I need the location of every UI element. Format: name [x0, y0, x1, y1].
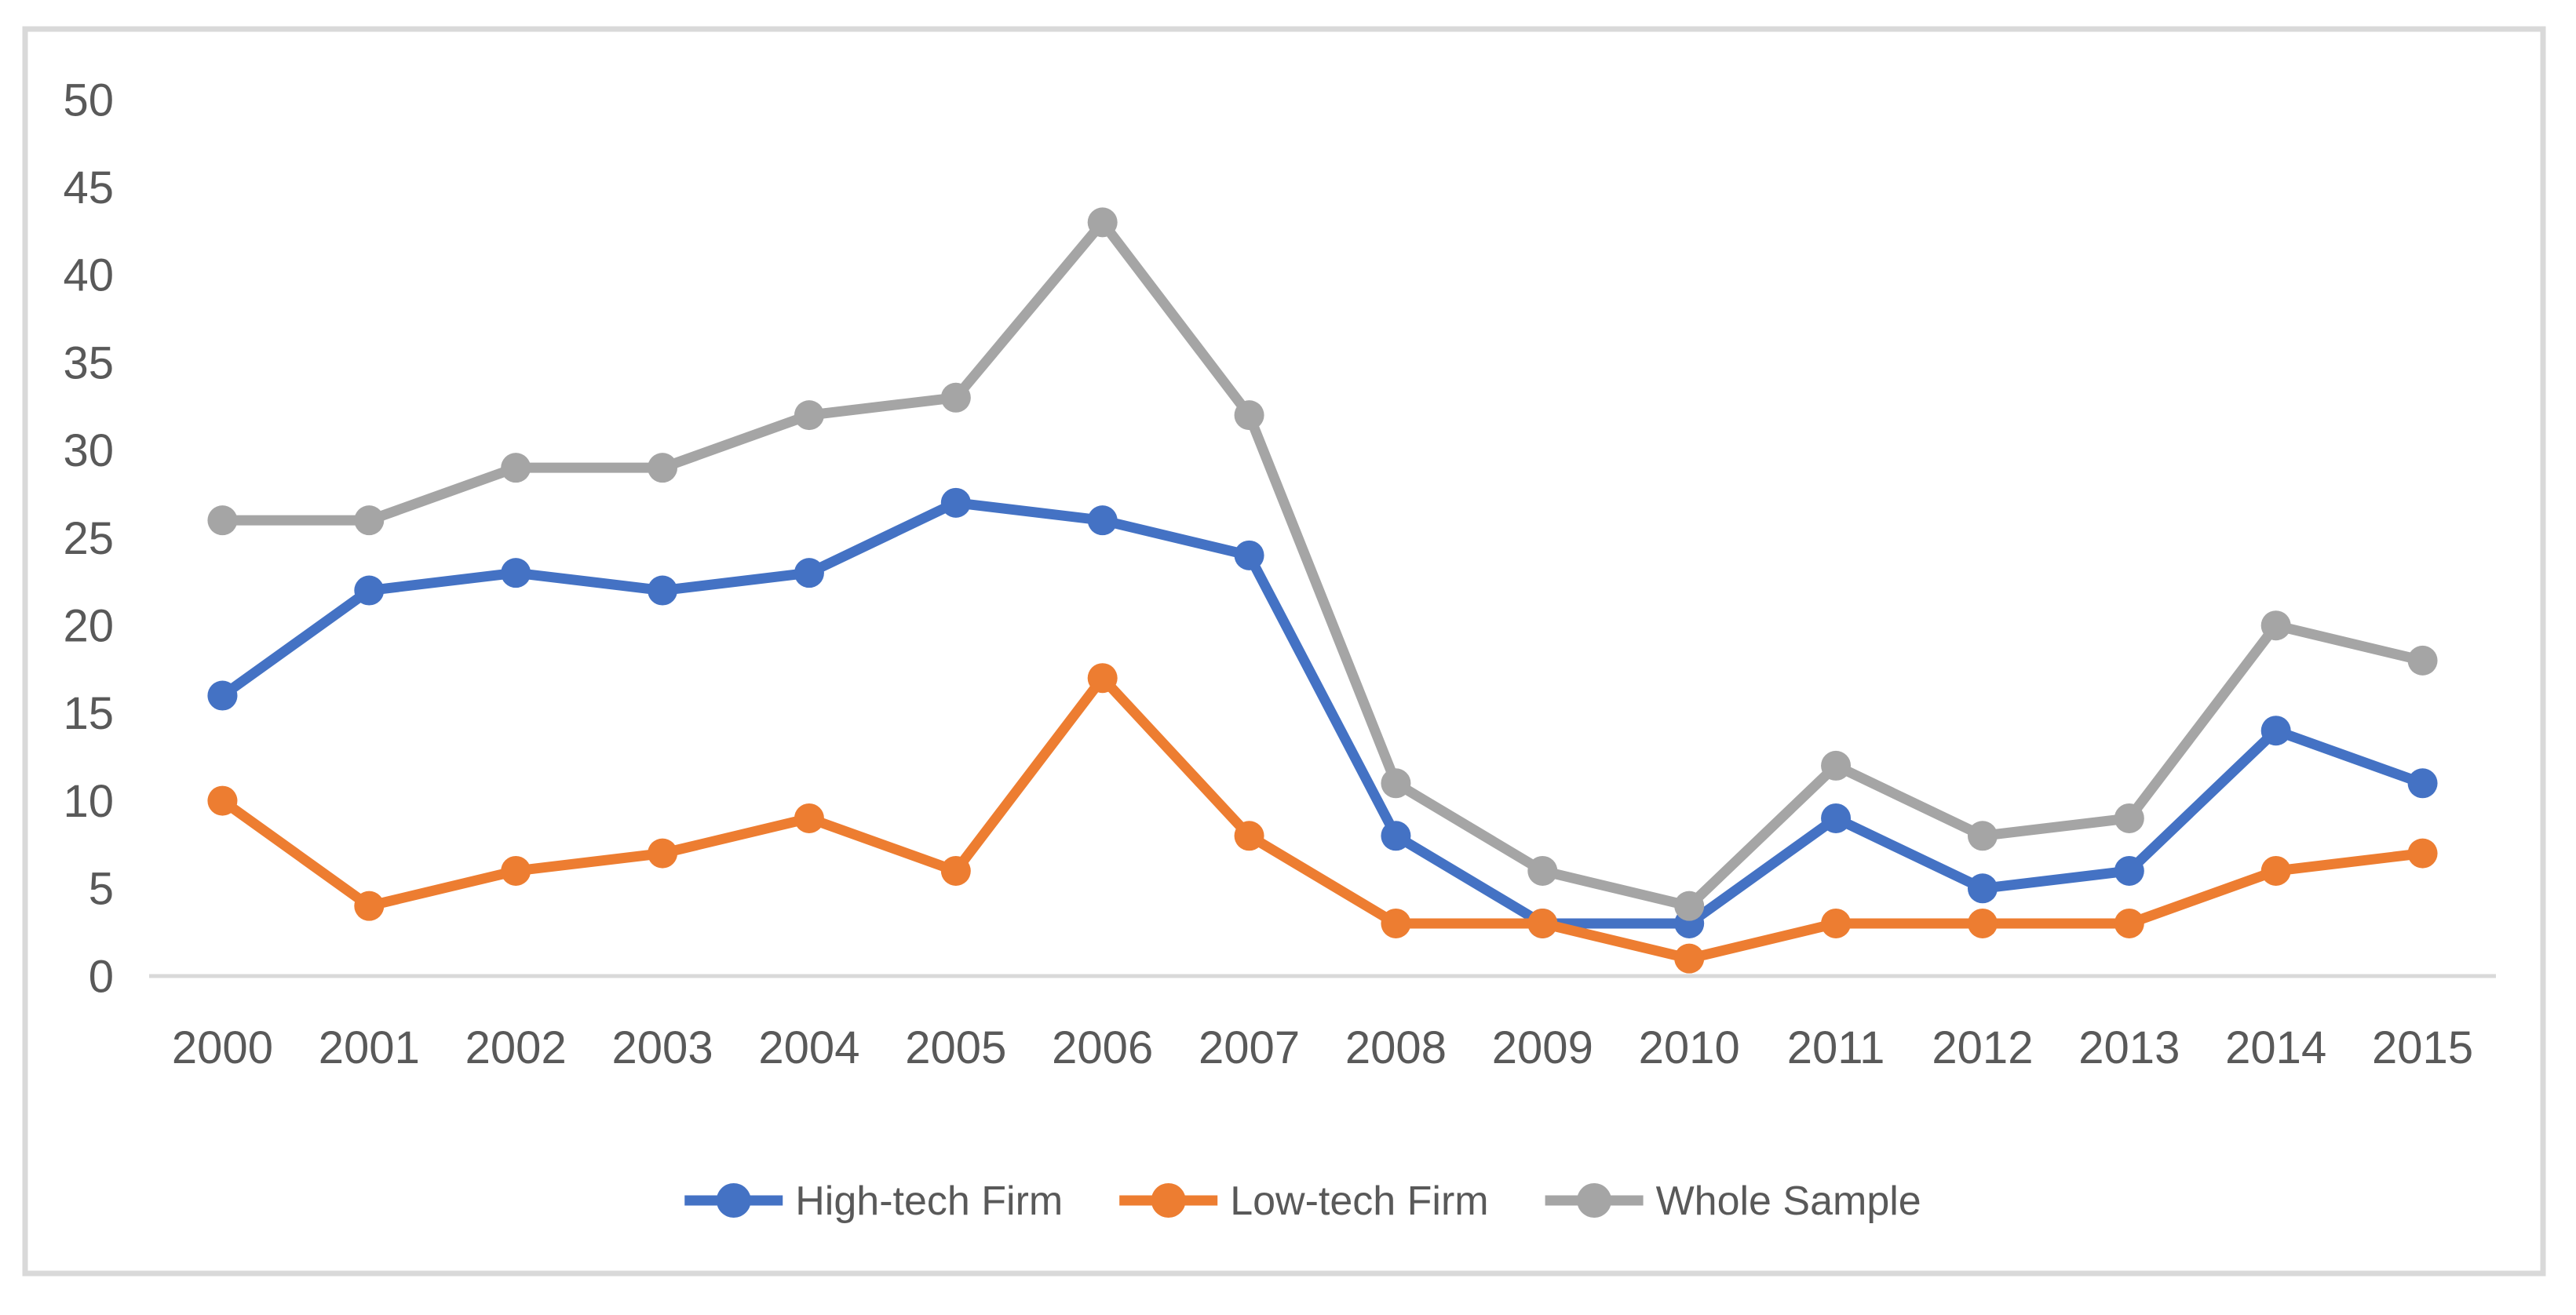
legend: High-tech Firm Low-tech Firm Whole Sample	[684, 1178, 1921, 1224]
marker-low-tech-firm-2015	[2407, 838, 2438, 869]
marker-high-tech-firm-2000	[207, 680, 238, 711]
marker-whole-sample-2000	[207, 505, 238, 536]
marker-whole-sample-2010	[1674, 891, 1705, 921]
marker-whole-sample-2002	[501, 453, 531, 483]
x-axis-tick-label-2012: 2012	[1932, 1022, 2033, 1073]
legend-label-whole-sample: Whole Sample	[1656, 1178, 1921, 1224]
marker-low-tech-firm-2011	[1821, 908, 1852, 938]
legend-marker-high-tech-firm	[716, 1183, 751, 1218]
marker-low-tech-firm-2004	[794, 803, 824, 833]
marker-high-tech-firm-2008	[1381, 821, 1411, 851]
marker-low-tech-firm-2000	[207, 785, 238, 816]
x-axis-tick-label-2009: 2009	[1492, 1022, 1593, 1073]
legend-item-low-tech-firm: Low-tech Firm	[1119, 1178, 1489, 1224]
y-axis-tick-label-50: 50	[63, 75, 114, 126]
marker-whole-sample-2012	[1967, 821, 1998, 851]
marker-high-tech-firm-2015	[2407, 768, 2438, 799]
marker-low-tech-firm-2003	[648, 838, 678, 869]
y-axis-tick-label-30: 30	[63, 425, 114, 476]
y-axis-tick-label-0: 0	[89, 951, 114, 1002]
marker-whole-sample-2005	[940, 382, 971, 413]
chart-border	[22, 26, 2546, 1277]
x-axis-tick-label-2001: 2001	[319, 1022, 420, 1073]
marker-high-tech-firm-2014	[2260, 716, 2291, 746]
marker-low-tech-firm-2013	[2114, 908, 2144, 938]
marker-low-tech-firm-2012	[1967, 908, 1998, 938]
x-axis-tick-label-2000: 2000	[172, 1022, 273, 1073]
legend-label-low-tech-firm: Low-tech Firm	[1230, 1178, 1488, 1224]
legend-marker-low-tech-firm	[1151, 1183, 1186, 1218]
x-axis-tick-label-2011: 2011	[1787, 1022, 1885, 1073]
marker-low-tech-firm-2014	[2260, 855, 2291, 886]
x-axis-tick-label-2005: 2005	[905, 1022, 1006, 1073]
marker-high-tech-firm-2002	[501, 558, 531, 588]
y-axis-tick-label-40: 40	[63, 250, 114, 301]
x-axis-tick-label-2007: 2007	[1199, 1022, 1300, 1073]
x-axis-tick-label-2004: 2004	[758, 1022, 859, 1073]
series-line-high-tech-firm	[217, 497, 2428, 929]
y-axis-tick-label-5: 5	[89, 864, 114, 915]
marker-whole-sample-2004	[794, 400, 824, 431]
marker-whole-sample-2009	[1527, 855, 1558, 886]
marker-high-tech-firm-2013	[2114, 855, 2144, 886]
legend-label-high-tech-firm: High-tech Firm	[795, 1178, 1063, 1224]
legend-marker-whole-sample	[1577, 1183, 1612, 1218]
marker-whole-sample-2011	[1821, 750, 1852, 781]
marker-high-tech-firm-2003	[648, 575, 678, 606]
marker-low-tech-firm-2010	[1674, 943, 1705, 974]
y-axis-tick-label-35: 35	[63, 337, 114, 388]
marker-high-tech-firm-2007	[1234, 540, 1264, 570]
marker-whole-sample-2007	[1234, 400, 1264, 431]
marker-low-tech-firm-2006	[1087, 663, 1118, 694]
legend-item-whole-sample: Whole Sample	[1545, 1178, 1921, 1224]
marker-high-tech-firm-2001	[354, 575, 385, 606]
y-axis-tick-label-15: 15	[63, 688, 114, 739]
x-axis-tick-label-2014: 2014	[2225, 1022, 2326, 1073]
series-line-low-tech-firm	[217, 672, 2428, 964]
series-line-whole-sample	[217, 217, 2428, 912]
marker-low-tech-firm-2005	[940, 855, 971, 886]
marker-whole-sample-2001	[354, 505, 385, 536]
x-axis-tick-label-2006: 2006	[1052, 1022, 1153, 1073]
x-axis-tick-label-2013: 2013	[2078, 1022, 2180, 1073]
marker-high-tech-firm-2012	[1967, 873, 1998, 904]
marker-whole-sample-2008	[1381, 768, 1411, 799]
marker-low-tech-firm-2008	[1381, 908, 1411, 938]
marker-low-tech-firm-2002	[501, 855, 531, 886]
y-axis-tick-label-25: 25	[63, 513, 114, 564]
marker-low-tech-firm-2009	[1527, 908, 1558, 938]
x-axis-tick-label-2008: 2008	[1345, 1022, 1447, 1073]
marker-whole-sample-2013	[2114, 803, 2144, 833]
y-axis-tick-label-10: 10	[63, 776, 114, 827]
marker-whole-sample-2006	[1087, 207, 1118, 238]
marker-high-tech-firm-2005	[940, 487, 971, 518]
x-axis-tick-label-2002: 2002	[465, 1022, 567, 1073]
y-axis-tick-label-45: 45	[63, 162, 114, 213]
x-axis-tick-label-2003: 2003	[612, 1022, 713, 1073]
x-axis-tick-label-2015: 2015	[2372, 1022, 2473, 1073]
marker-whole-sample-2014	[2260, 610, 2291, 641]
marker-high-tech-firm-2011	[1821, 803, 1852, 833]
y-axis-tick-label-20: 20	[63, 601, 114, 652]
marker-high-tech-firm-2006	[1087, 505, 1118, 536]
marker-whole-sample-2003	[648, 453, 678, 483]
marker-high-tech-firm-2004	[794, 558, 824, 588]
marker-low-tech-firm-2001	[354, 891, 385, 921]
legend-item-high-tech-firm: High-tech Firm	[684, 1178, 1063, 1224]
marker-whole-sample-2015	[2407, 645, 2438, 676]
x-axis-tick-label-2010: 2010	[1639, 1022, 1740, 1073]
marker-low-tech-firm-2007	[1234, 821, 1264, 851]
